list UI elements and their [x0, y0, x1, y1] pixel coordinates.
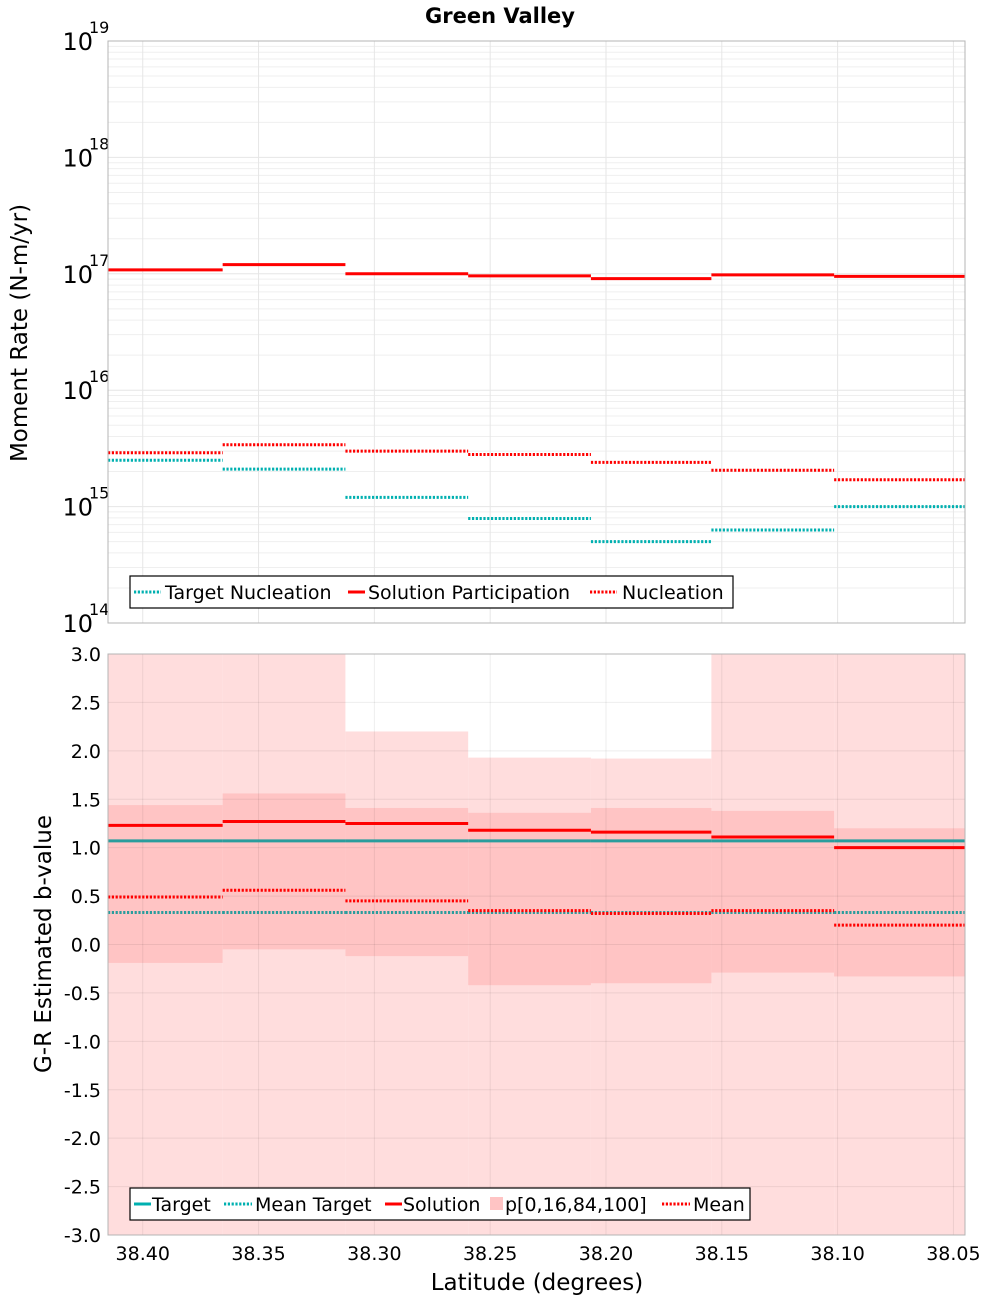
top-y-tick-exponent: 17 — [89, 251, 109, 270]
band-16-84-segment — [590, 807, 712, 984]
bottom-y-tick-label: -2.5 — [64, 1177, 101, 1199]
bottom-legend-label: p[0,16,84,100] — [505, 1194, 647, 1216]
bottom-y-tick-label: 1.5 — [71, 789, 101, 811]
bottom-y-tick-label: -0.5 — [64, 983, 101, 1005]
top-legend-box — [129, 575, 734, 609]
bottom-panel: 3.0 2.5 2.0 1.5 1.0 0.5 0.0 -0.5 -1.0 -1.5 -2.0 -2.… — [64, 644, 981, 1265]
bottom-y-tick-label: -3.0 — [64, 1225, 101, 1247]
bottom-y-tick-label: 0.5 — [71, 886, 101, 908]
top-y-tick-label: 10 — [62, 261, 93, 289]
bottom-legend-label: Mean Target — [255, 1194, 372, 1216]
bottom-plot-frame — [107, 653, 966, 1236]
top-y-tick-exponent: 18 — [89, 134, 109, 153]
top-y-tick-label: 10 — [62, 377, 93, 405]
x-axis-label: Latitude (degrees) — [431, 1270, 644, 1296]
x-tick-label: 38.35 — [231, 1243, 285, 1265]
bottom-legend-label: Target — [151, 1194, 211, 1216]
bottom-y-tick-label: 1.0 — [71, 838, 101, 860]
band-16-84-segment — [222, 793, 346, 950]
top-legend-label: Target Nucleation — [164, 582, 332, 604]
bottom-y-tick-label: -1.0 — [64, 1031, 101, 1053]
x-tick-label: 38.30 — [347, 1243, 401, 1265]
x-tick-label: 38.40 — [116, 1243, 170, 1265]
top-y-tick-exponent: 14 — [89, 600, 109, 619]
band-16-84-segment — [108, 805, 223, 963]
top-y-tick-exponent: 19 — [89, 18, 109, 37]
band-16-84-segment — [834, 828, 965, 977]
bottom-y-tick-label: 2.0 — [71, 741, 101, 763]
top-legend: Target Nucleation Solution Participation N… — [129, 575, 734, 609]
top-y-tick-label: 10 — [62, 28, 93, 56]
bottom-legend-label: Solution — [403, 1194, 480, 1216]
bottom-legend: Target Mean Target Solution p[0,16,84,100] M… — [129, 1187, 751, 1221]
bottom-y-tick-label: -1.5 — [64, 1080, 101, 1102]
x-tick-label: 38.15 — [695, 1243, 749, 1265]
band-0-100-segment — [345, 731, 469, 1235]
bottom-legend-swatch — [490, 1197, 503, 1210]
bottom-legend-label: Mean — [693, 1194, 745, 1216]
band-16-84-segment — [345, 807, 469, 957]
bottom-y-tick-label: -2.0 — [64, 1128, 101, 1150]
top-y-tick-exponent: 15 — [89, 484, 109, 503]
band-16-84-segment — [468, 812, 591, 986]
top-y-axis-label: Moment Rate (N-m/yr) — [7, 204, 33, 462]
top-y-tick-exponent: 16 — [89, 367, 109, 386]
bottom-y-axis-label: G-R Estimated b-value — [31, 815, 57, 1073]
x-tick-label: 38.20 — [579, 1243, 633, 1265]
bottom-y-tick-label: 2.5 — [71, 692, 101, 714]
top-y-tick-label: 10 — [62, 610, 93, 638]
top-legend-label: Solution Participation — [368, 582, 570, 604]
chart-title: Green Valley — [425, 4, 575, 28]
top-plot-frame — [107, 40, 966, 624]
top-y-tick-label: 10 — [62, 494, 93, 522]
band-16-84-segment — [711, 810, 835, 973]
x-tick-label: 38.10 — [810, 1243, 864, 1265]
top-plot-area — [108, 41, 965, 623]
bottom-y-tick-label: 3.0 — [71, 644, 101, 666]
top-legend-label: Nucleation — [622, 582, 724, 604]
x-tick-label: 38.25 — [463, 1243, 517, 1265]
x-tick-label: 38.05 — [926, 1243, 980, 1265]
top-y-tick-label: 10 — [62, 144, 93, 172]
bottom-y-tick-label: 0.0 — [71, 935, 101, 957]
